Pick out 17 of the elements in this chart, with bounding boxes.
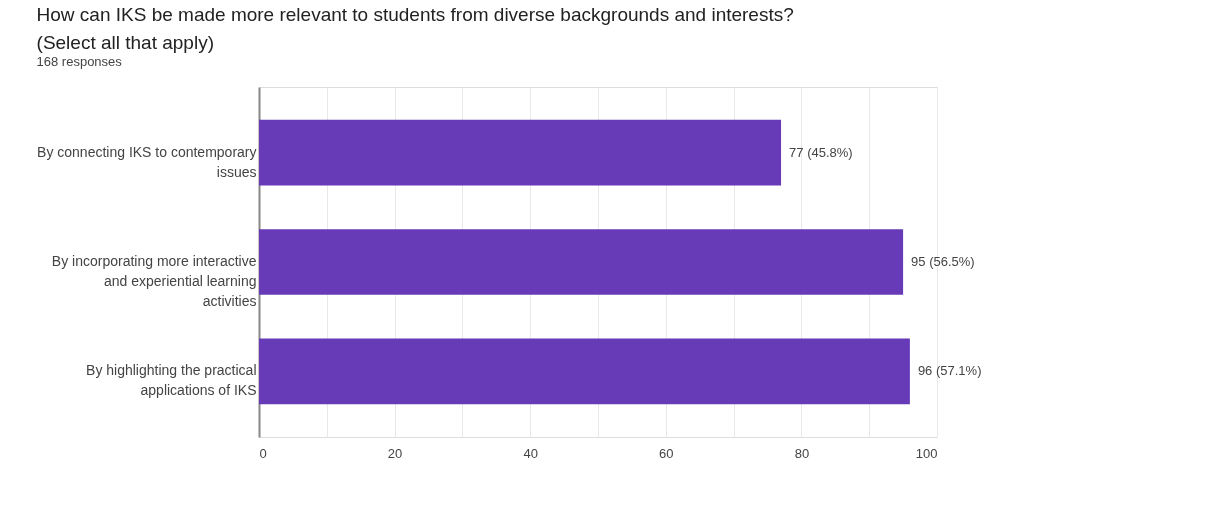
x-tick-label: 0 — [259, 445, 267, 461]
x-tick-label: 40 — [523, 445, 538, 461]
bar — [259, 338, 910, 405]
chart-title: How can IKS be made more relevant to students from diverse backgrounds and interests? (Select all that apply) — [36, 4, 794, 53]
x-tick-label: 20 — [387, 445, 403, 461]
y-tick-label: By incorporating more interactive and experiential learning activities — [51, 253, 257, 309]
y-tick-label: By highlighting the practical applications of IKS — [86, 362, 257, 399]
bar — [259, 119, 782, 186]
data-label: 95 (56.5%) — [911, 254, 975, 269]
text: 168 responses — [36, 54, 123, 69]
x-tick-label: 60 — [659, 445, 674, 461]
x-tick-label: 80 — [794, 445, 810, 461]
x-tick-label: 100 — [915, 445, 938, 461]
bar — [259, 229, 904, 295]
data-label: 96 (57.1%) — [917, 363, 982, 379]
y-tick-label: By connecting IKS to contemporary issues — [37, 143, 257, 180]
data-label: 77 (45.8%) — [789, 144, 853, 160]
